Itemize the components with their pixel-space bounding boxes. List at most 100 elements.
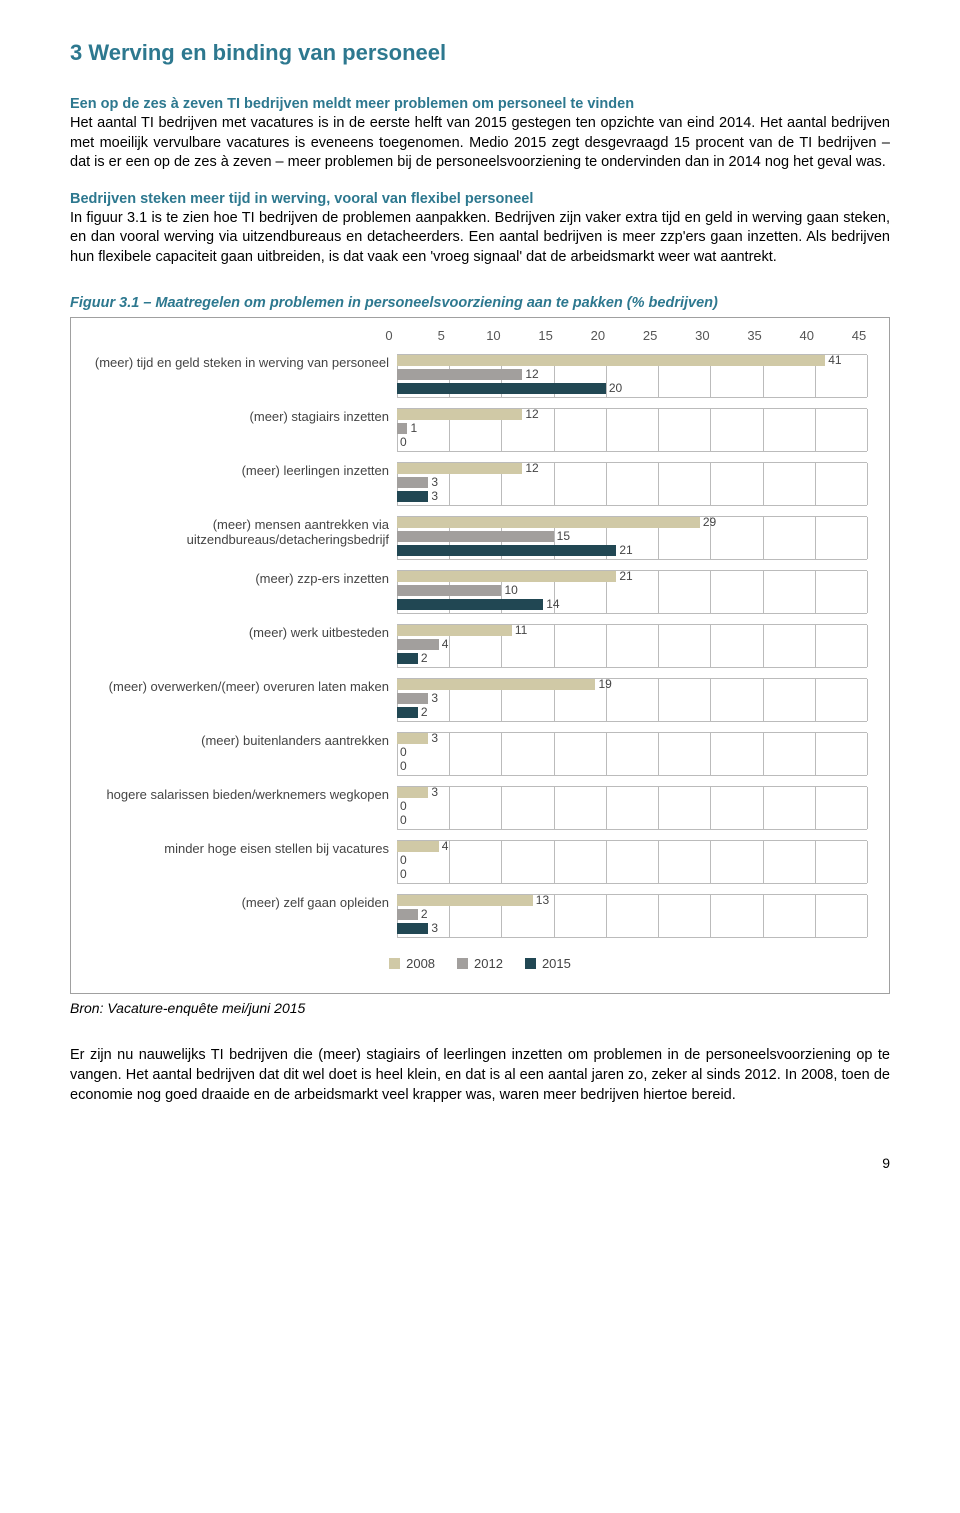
bar-value: 3 — [431, 475, 438, 489]
legend-label: 2008 — [406, 956, 435, 971]
legend-label: 2012 — [474, 956, 503, 971]
bar-value: 11 — [515, 623, 527, 637]
chart-container: 051015202530354045(meer) tijd en geld st… — [70, 317, 890, 994]
chart-source: Bron: Vacature-enquête mei/juni 2015 — [70, 1000, 890, 1016]
bar-value: 21 — [619, 543, 632, 557]
paragraph-3: Er zijn nu nauwelijks TI bedrijven die (… — [70, 1046, 890, 1105]
legend-item-2015: 2015 — [525, 956, 571, 971]
category-label: (meer) mensen aantrekken via uitzendbure… — [89, 516, 397, 548]
bar-2008 — [397, 679, 595, 690]
bar-value: 1 — [410, 421, 417, 435]
bar-value: 0 — [400, 435, 407, 449]
axis-tick: 25 — [643, 328, 657, 343]
bar-value: 19 — [598, 677, 611, 691]
bar-2012 — [397, 693, 428, 704]
category-label: (meer) zelf gaan opleiden — [89, 894, 397, 911]
bar-value: 0 — [400, 745, 407, 759]
category-label: (meer) werk uitbesteden — [89, 624, 397, 641]
bar-value: 3 — [431, 921, 438, 935]
legend-label: 2015 — [542, 956, 571, 971]
bar-value: 12 — [525, 461, 538, 475]
bar-2012 — [397, 585, 501, 596]
legend-item-2008: 2008 — [389, 956, 435, 971]
bar-2012 — [397, 477, 428, 488]
bar-value: 3 — [431, 785, 438, 799]
axis-tick: 35 — [747, 328, 761, 343]
chart-row: hogere salarissen bieden/werknemers wegk… — [89, 786, 871, 828]
chart-row: (meer) stagiairs inzetten 12 10 — [89, 408, 871, 450]
bar-2008 — [397, 409, 522, 420]
bar-value: 4 — [442, 839, 449, 853]
category-label: (meer) buitenlanders aantrekken — [89, 732, 397, 749]
legend-item-2012: 2012 — [457, 956, 503, 971]
bar-2008 — [397, 841, 439, 852]
chart-row: (meer) zelf gaan opleiden1323 — [89, 894, 871, 936]
bar-value: 21 — [619, 569, 632, 583]
subheading-1: Een op de zes à zeven TI bedrijven meldt… — [70, 96, 890, 112]
bar-2008 — [397, 895, 533, 906]
paragraph-1: Het aantal TI bedrijven met vacatures is… — [70, 114, 890, 173]
bar-2008 — [397, 463, 522, 474]
axis-tick: 5 — [438, 328, 445, 343]
category-label: minder hoge eisen stellen bij vacatures — [89, 840, 397, 857]
category-label: (meer) leerlingen inzetten — [89, 462, 397, 479]
paragraph-2: In figuur 3.1 is te zien hoe TI bedrijve… — [70, 209, 890, 268]
bar-2015 — [397, 491, 428, 502]
bar-value: 29 — [703, 515, 716, 529]
bar-2015 — [397, 545, 616, 556]
chart-row: (meer) overwerken/(meer) overuren laten … — [89, 678, 871, 720]
bar-2012 — [397, 639, 439, 650]
bar-value: 0 — [400, 799, 407, 813]
bar-chart: 051015202530354045(meer) tijd en geld st… — [89, 328, 871, 971]
axis-tick: 20 — [591, 328, 605, 343]
chart-row: (meer) zzp-ers inzetten211014 — [89, 570, 871, 612]
category-label: (meer) tijd en geld steken in werving va… — [89, 354, 397, 371]
bar-value: 4 — [442, 637, 449, 651]
legend-swatch — [389, 958, 400, 969]
axis-tick: 30 — [695, 328, 709, 343]
bar-value: 0 — [400, 759, 407, 773]
bar-2008 — [397, 517, 700, 528]
bar-2012 — [397, 909, 418, 920]
bar-2012 — [397, 369, 522, 380]
axis-tick: 40 — [800, 328, 814, 343]
category-label: hogere salarissen bieden/werknemers wegk… — [89, 786, 397, 803]
axis-tick: 45 — [852, 328, 866, 343]
bar-2015 — [397, 383, 606, 394]
chart-legend: 2008 2012 2015 — [89, 956, 871, 971]
bar-value: 2 — [421, 705, 428, 719]
bar-value: 0 — [400, 853, 407, 867]
bar-value: 12 — [525, 407, 538, 421]
chart-row: minder hoge eisen stellen bij vacatures 4… — [89, 840, 871, 882]
bar-value: 0 — [400, 813, 407, 827]
chart-row: (meer) buitenlanders aantrekken 3 00 — [89, 732, 871, 774]
category-label: (meer) overwerken/(meer) overuren laten … — [89, 678, 397, 695]
bar-2015 — [397, 653, 418, 664]
axis-tick: 15 — [538, 328, 552, 343]
bar-2008 — [397, 733, 428, 744]
bar-2015 — [397, 707, 418, 718]
bar-2012 — [397, 531, 554, 542]
bar-value: 13 — [536, 893, 549, 907]
bar-value: 10 — [504, 583, 517, 597]
chart-row: (meer) leerlingen inzetten 12 33 — [89, 462, 871, 504]
category-label: (meer) stagiairs inzetten — [89, 408, 397, 425]
axis-tick: 0 — [385, 328, 392, 343]
bar-value: 14 — [546, 597, 559, 611]
legend-swatch — [457, 958, 468, 969]
figure-title: Figuur 3.1 – Maatregelen om problemen in… — [70, 295, 890, 311]
bar-value: 41 — [828, 353, 841, 367]
bar-2012 — [397, 423, 407, 434]
chart-row: (meer) werk uitbesteden1142 — [89, 624, 871, 666]
chart-row: (meer) tijd en geld steken in werving va… — [89, 354, 871, 396]
bar-value: 3 — [431, 489, 438, 503]
bar-2008 — [397, 787, 428, 798]
chart-row: (meer) mensen aantrekken via uitzendbure… — [89, 516, 871, 558]
bar-2015 — [397, 923, 428, 934]
bar-2008 — [397, 355, 825, 366]
bar-value: 3 — [431, 731, 438, 745]
legend-swatch — [525, 958, 536, 969]
bar-value: 15 — [557, 529, 570, 543]
axis-tick: 10 — [486, 328, 500, 343]
page: 3 Werving en binding van personeel Een o… — [0, 0, 960, 1231]
